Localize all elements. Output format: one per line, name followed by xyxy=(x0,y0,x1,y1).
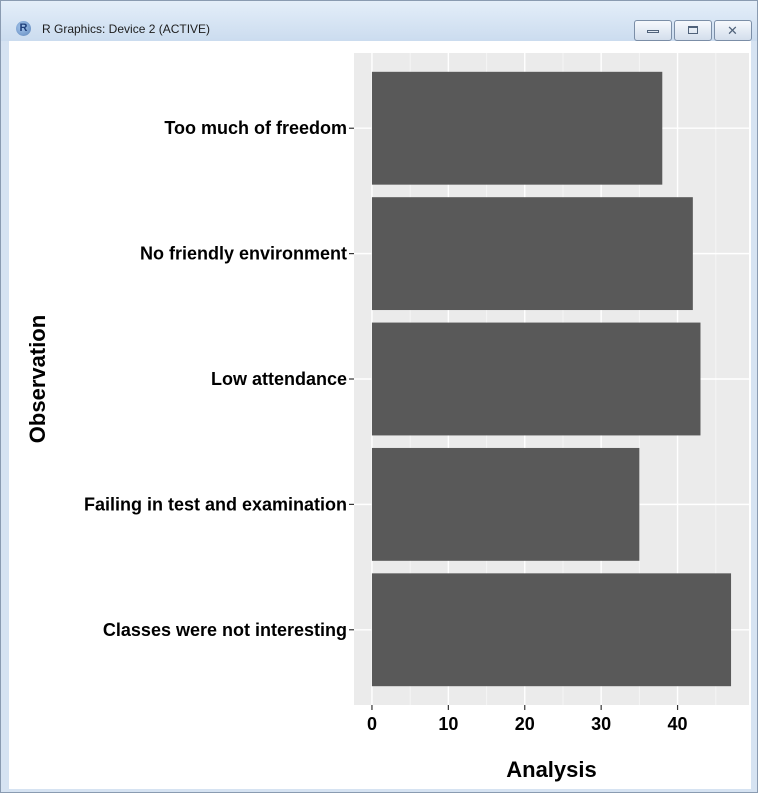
window-controls: ✕ xyxy=(634,20,754,41)
close-button[interactable]: ✕ xyxy=(714,20,752,41)
bar xyxy=(371,322,701,436)
x-tick-label: 0 xyxy=(367,714,377,734)
minimize-button[interactable] xyxy=(634,20,672,41)
plot-area: Classes were not interesting Failing in t… xyxy=(9,41,751,789)
x-tick-label: 20 xyxy=(515,714,535,734)
bar xyxy=(371,197,693,311)
x-tick-label: 40 xyxy=(668,714,688,734)
window-title: R Graphics: Device 2 (ACTIVE) xyxy=(42,22,211,36)
bar xyxy=(371,71,663,185)
close-icon: ✕ xyxy=(727,23,738,38)
bar xyxy=(371,447,640,561)
bar xyxy=(371,573,732,687)
r-app-icon: R xyxy=(16,21,31,36)
y-tick-label: Failing in test and examination xyxy=(84,494,347,514)
x-tick-label: 10 xyxy=(438,714,458,734)
y-tick-label: Low attendance xyxy=(211,369,347,389)
y-tick-label: No friendly environment xyxy=(140,244,347,264)
y-tick-label: Too much of freedom xyxy=(164,118,347,138)
x-tick-label: 30 xyxy=(591,714,611,734)
bar-chart: Classes were not interesting Failing in t… xyxy=(25,53,749,782)
y-tick-label: Classes were not interesting xyxy=(103,620,347,640)
y-axis-title: Observation xyxy=(25,315,50,443)
maximize-button[interactable] xyxy=(674,20,712,41)
x-axis-title: Analysis xyxy=(506,757,597,782)
title-bar[interactable]: R R Graphics: Device 2 (ACTIVE) ✕ xyxy=(1,1,757,41)
